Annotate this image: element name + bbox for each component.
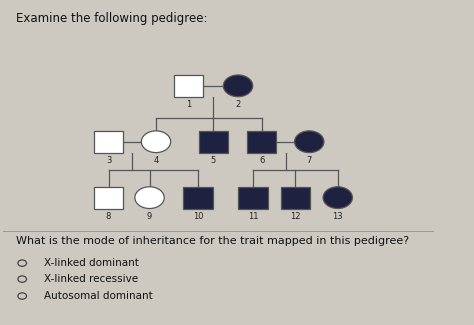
Text: 7: 7: [307, 156, 312, 165]
Circle shape: [223, 75, 253, 97]
Text: 8: 8: [106, 212, 111, 221]
Text: Autosomal dominant: Autosomal dominant: [44, 291, 153, 301]
Text: 11: 11: [248, 212, 258, 221]
Text: 6: 6: [259, 156, 264, 165]
Text: Examine the following pedigree:: Examine the following pedigree:: [16, 12, 207, 25]
Text: 13: 13: [332, 212, 343, 221]
Text: 2: 2: [236, 100, 241, 109]
Circle shape: [294, 131, 324, 153]
Circle shape: [141, 131, 171, 153]
Bar: [94, 131, 123, 153]
Text: 5: 5: [211, 156, 216, 165]
Bar: [94, 187, 123, 209]
Text: 10: 10: [192, 212, 203, 221]
Text: 12: 12: [290, 212, 301, 221]
Circle shape: [323, 187, 352, 209]
Bar: [199, 131, 228, 153]
Text: X-linked recessive: X-linked recessive: [44, 274, 138, 284]
Bar: [183, 187, 212, 209]
Bar: [281, 187, 310, 209]
Text: What is the mode of inheritance for the trait mapped in this pedigree?: What is the mode of inheritance for the …: [16, 236, 409, 246]
Bar: [173, 75, 203, 97]
Text: 3: 3: [106, 156, 111, 165]
Text: X-linked dominant: X-linked dominant: [44, 258, 139, 268]
Text: 4: 4: [154, 156, 159, 165]
Bar: [238, 187, 268, 209]
Text: 9: 9: [147, 212, 152, 221]
Circle shape: [135, 187, 164, 209]
Text: 1: 1: [186, 100, 191, 109]
Bar: [247, 131, 276, 153]
